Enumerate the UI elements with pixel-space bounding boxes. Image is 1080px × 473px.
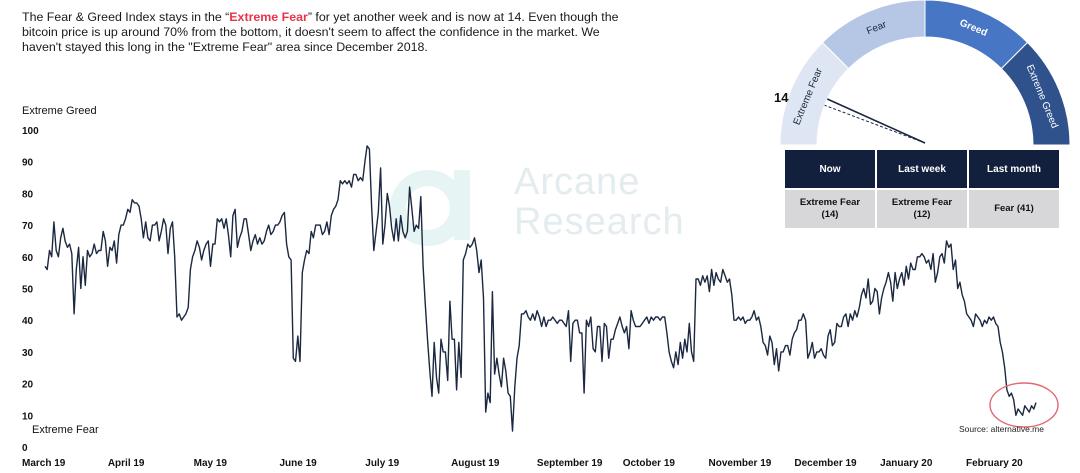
x-tick-label: November 19: [709, 458, 772, 469]
cell-last-week: Extreme Fear (12): [877, 190, 967, 228]
x-tick-label: September 19: [537, 458, 603, 469]
gauge-segment: [1000, 41, 1070, 146]
gauge-segment: [821, 0, 926, 70]
fear-greed-line: [44, 145, 1037, 432]
y-tick-label: 20: [22, 380, 34, 391]
header-last-week: Last week: [877, 150, 967, 188]
header-now: Now: [785, 150, 875, 188]
y-tick-label: 100: [22, 126, 39, 137]
y-tick-label: 80: [22, 189, 34, 200]
y-tick-label: 50: [22, 285, 34, 296]
watermark-line1: Arcane: [514, 161, 641, 203]
extreme-fear-label: Extreme Fear: [32, 424, 99, 436]
cell-now: Extreme Fear (14): [785, 190, 875, 228]
y-tick-label: 90: [22, 158, 34, 169]
sentiment-table: Now Last week Last month Extreme Fear (1…: [785, 150, 1059, 228]
x-tick-label: August 19: [451, 458, 500, 469]
gauge-needle-last-week: [824, 104, 926, 144]
x-axis-ticks: March 19 April 19 May 19 June 19 July 19 Augu…: [22, 458, 1023, 469]
cell-now-value: (14): [821, 209, 839, 220]
x-tick-label: June 19: [279, 458, 317, 469]
extreme-greed-label: Extreme Greed: [22, 105, 97, 117]
y-tick-label: 0: [22, 443, 28, 454]
watermark-line2: Research: [514, 201, 685, 243]
x-tick-label: December 19: [794, 458, 857, 469]
y-tick-label: 60: [22, 253, 34, 264]
intro-text-end: ” for yet another week and is now at 14.…: [22, 10, 619, 54]
x-tick-label: February 20: [966, 458, 1023, 469]
x-tick-label: March 19: [22, 458, 66, 469]
source-label: Source: alternative.me: [958, 424, 1044, 434]
recent-highlight-circle: [989, 382, 1059, 428]
watermark-text: Arcane Research: [514, 162, 685, 242]
x-tick-label: January 20: [880, 458, 933, 469]
x-tick-label: October 19: [623, 458, 676, 469]
y-tick-label: 40: [22, 316, 34, 327]
y-tick-label: 30: [22, 348, 34, 359]
intro-highlight: Extreme Fear: [229, 10, 308, 24]
arcane-logo-icon: [390, 170, 470, 246]
header-last-month: Last month: [969, 150, 1059, 188]
gauge-value: 14: [774, 90, 789, 105]
arcane-watermark: Arcane Research: [388, 160, 708, 250]
intro-text-start: The Fear & Greed Index stays in the “: [22, 10, 230, 24]
cell-last-month-state: Fear (41): [994, 203, 1034, 214]
x-tick-label: April 19: [108, 458, 145, 469]
y-tick-label: 70: [22, 221, 34, 232]
y-axis-ticks: 0 10 20 30 40 50 60 70 80 90 100: [22, 126, 39, 454]
intro-paragraph: The Fear & Greed Index stays in the “Ext…: [22, 10, 622, 55]
cell-last-week-value: (12): [913, 209, 931, 220]
cell-now-state: Extreme Fear: [799, 197, 861, 208]
cell-last-week-state: Extreme Fear: [891, 197, 953, 208]
x-tick-label: May 19: [194, 458, 228, 469]
cell-last-month: Fear (41): [969, 190, 1059, 228]
x-tick-label: July 19: [365, 458, 399, 469]
y-tick-label: 10: [22, 411, 34, 422]
gauge-needle-now: [826, 98, 926, 144]
